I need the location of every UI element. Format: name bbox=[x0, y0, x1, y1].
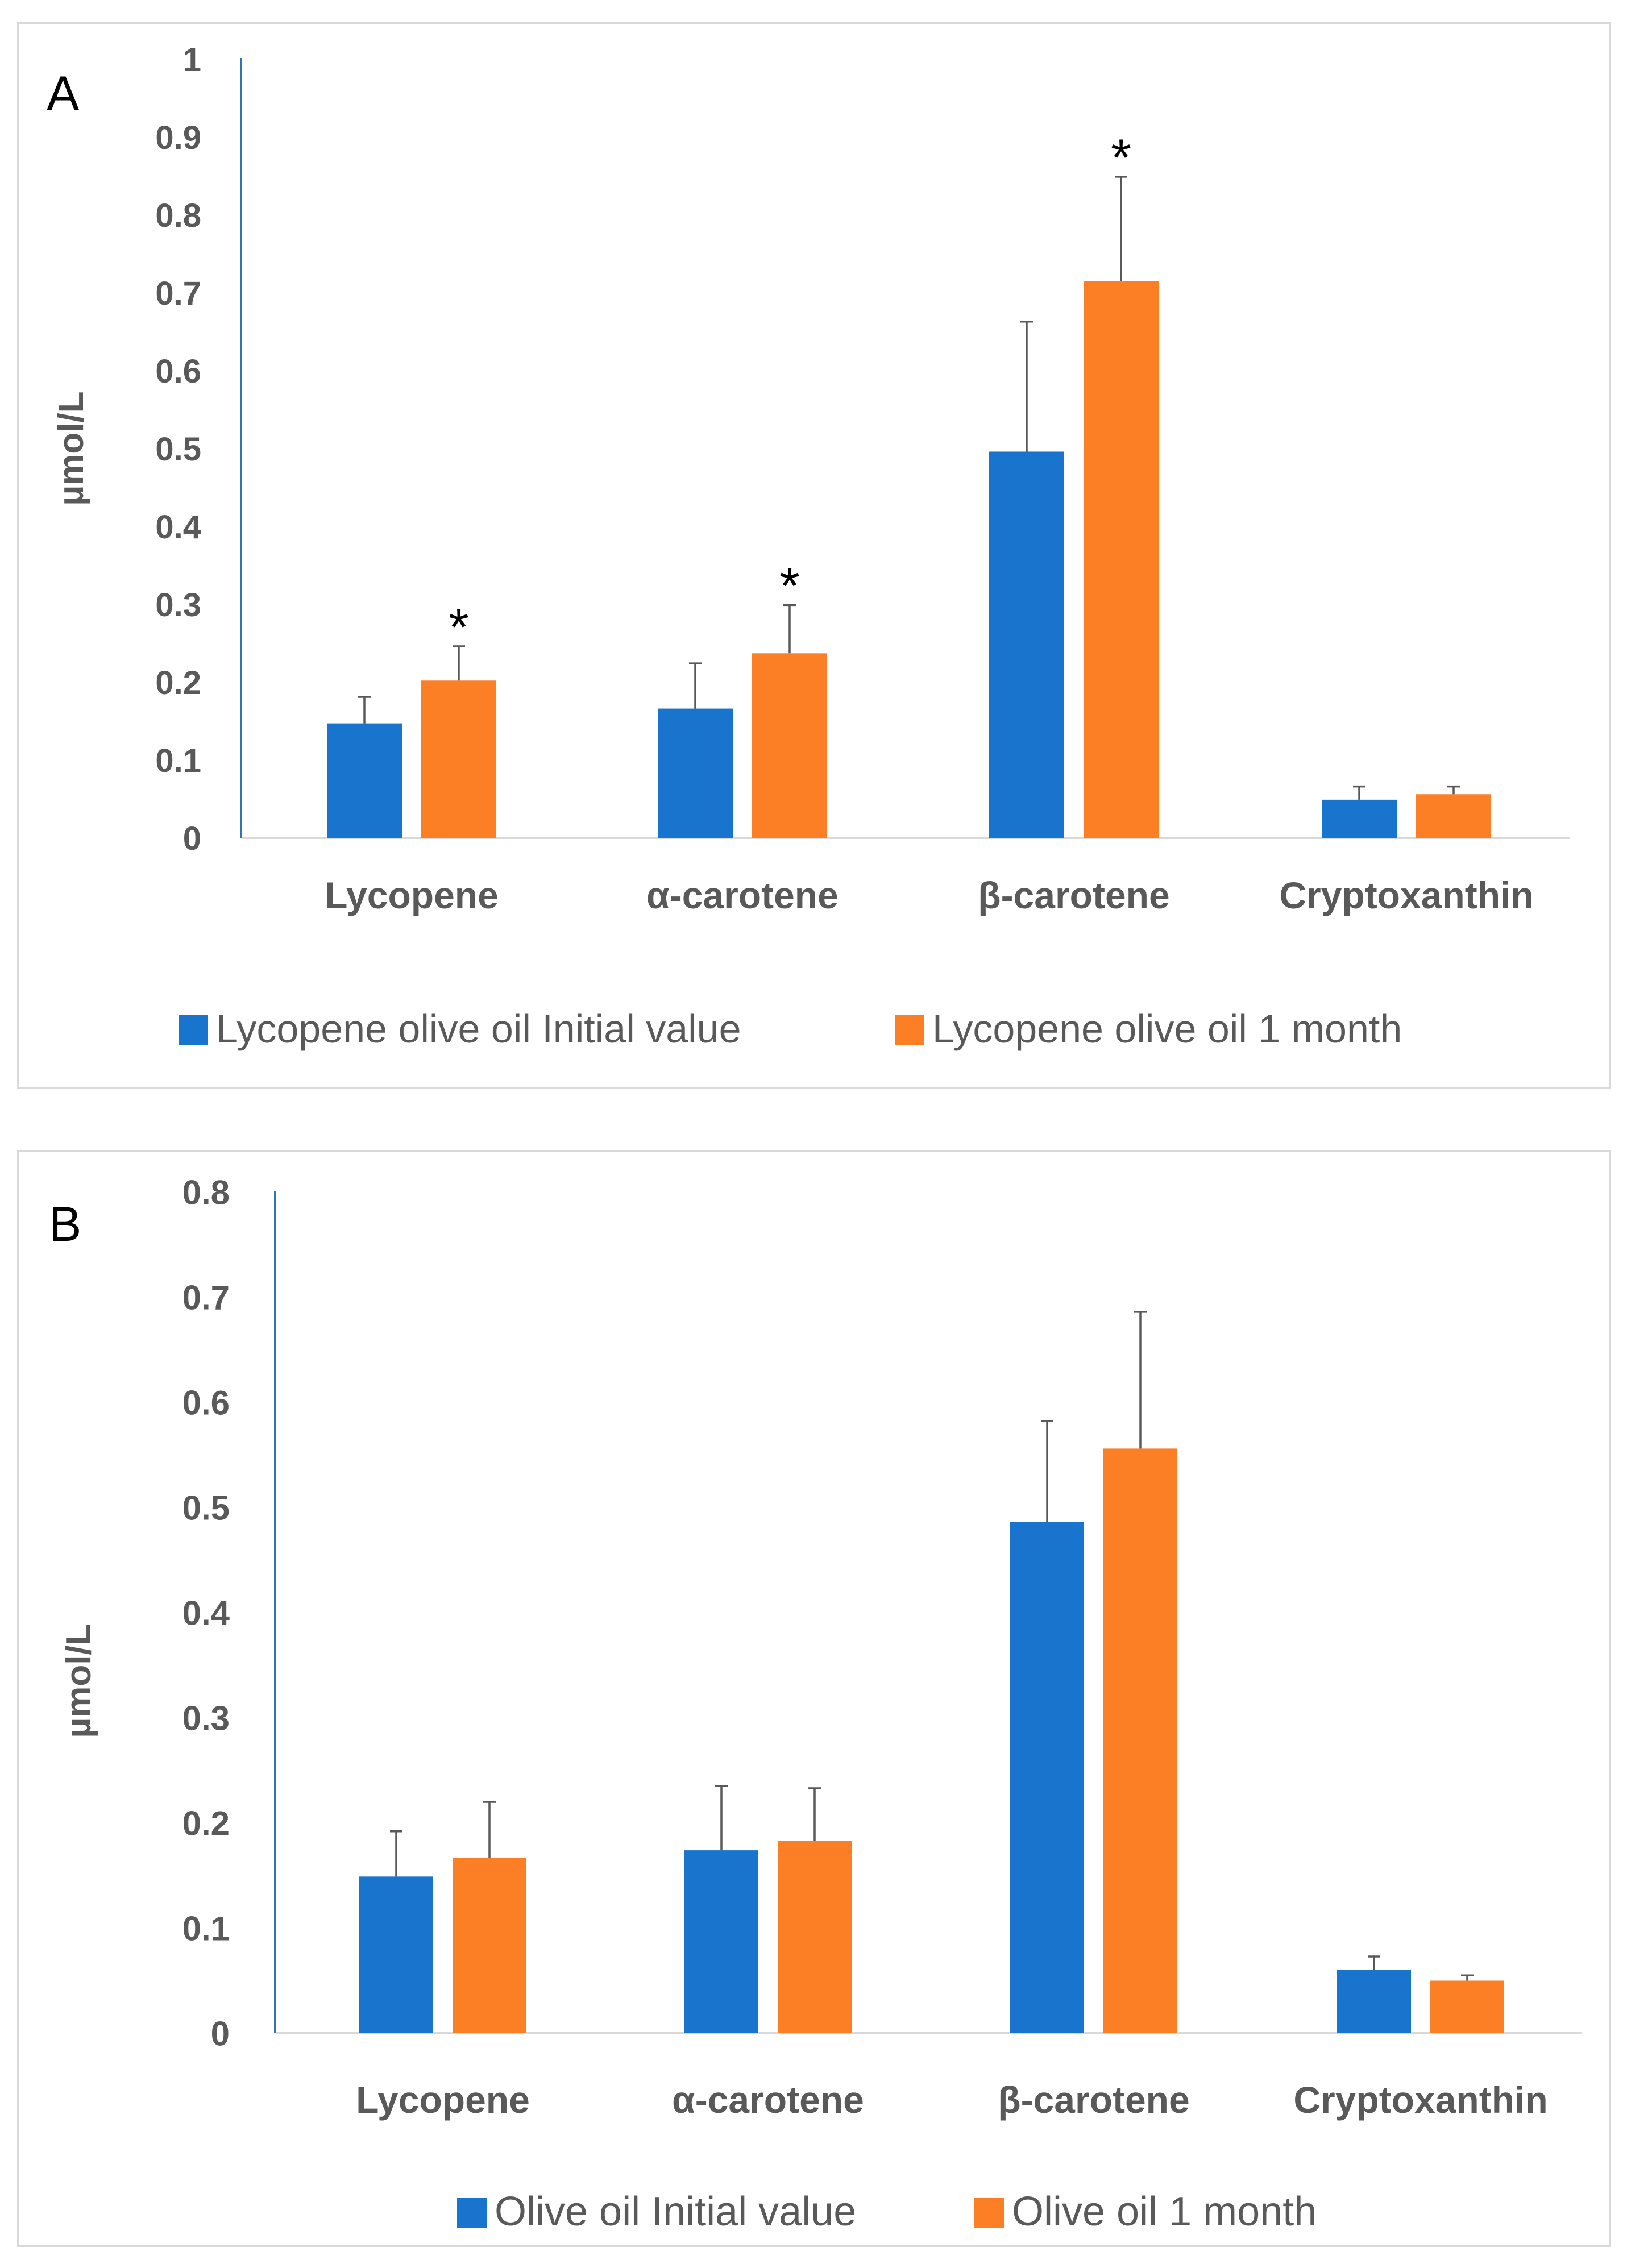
y-tick-label: 0.6 bbox=[182, 1384, 230, 1422]
y-tick-label: 0.8 bbox=[182, 1174, 230, 1212]
legend-swatch bbox=[179, 1015, 208, 1045]
y-tick-label: 0 bbox=[211, 2015, 230, 2053]
bar bbox=[1084, 281, 1159, 838]
y-tick-label: 1 bbox=[183, 41, 201, 78]
y-tick-label: 0.4 bbox=[182, 1594, 230, 1633]
category-label: α-carotene bbox=[672, 2079, 864, 2121]
category-label: Cryptoxanthin bbox=[1293, 2079, 1547, 2121]
y-tick-label: 0.3 bbox=[155, 587, 201, 624]
y-tick-label: 0.1 bbox=[155, 742, 201, 779]
significance-asterisk: * bbox=[1111, 129, 1131, 187]
y-tick-label: 0.5 bbox=[182, 1489, 230, 1527]
y-tick-label: 0.7 bbox=[182, 1279, 230, 1317]
category-label: Lycopene bbox=[356, 2079, 530, 2121]
bar bbox=[421, 680, 496, 838]
legend-label: Olive oil Initial value bbox=[495, 2189, 856, 2234]
bar bbox=[1322, 799, 1397, 838]
legend-swatch bbox=[895, 1015, 924, 1045]
y-tick-label: 0.6 bbox=[155, 353, 201, 390]
y-tick-label: 0.7 bbox=[155, 275, 201, 312]
category-label: β-carotene bbox=[998, 2079, 1189, 2121]
bar bbox=[453, 1858, 526, 2033]
legend-label: Olive oil 1 month bbox=[1012, 2189, 1317, 2234]
y-tick-label: 0.1 bbox=[182, 1910, 230, 1948]
bar bbox=[1416, 794, 1491, 838]
bar bbox=[684, 1850, 758, 2033]
category-label: α-carotene bbox=[646, 874, 839, 916]
bar bbox=[1430, 1980, 1504, 2033]
y-tick-label: 0.8 bbox=[155, 197, 201, 234]
bar bbox=[1010, 1522, 1084, 2033]
category-label: Lycopene bbox=[325, 874, 499, 916]
bar bbox=[989, 451, 1064, 838]
bar bbox=[1103, 1448, 1177, 2033]
legend-label: Lycopene olive oil Initial value bbox=[216, 1007, 741, 1051]
y-axis-title: µmol/L bbox=[59, 1623, 98, 1738]
legend-swatch bbox=[457, 2198, 487, 2228]
bar bbox=[778, 1841, 852, 2033]
bar bbox=[658, 708, 733, 838]
legend-label: Lycopene olive oil 1 month bbox=[932, 1007, 1402, 1051]
significance-asterisk: * bbox=[779, 557, 800, 615]
y-tick-label: 0.4 bbox=[155, 509, 201, 546]
bar bbox=[1337, 1970, 1411, 2033]
panel-letter: A bbox=[47, 67, 80, 121]
y-tick-label: 0.5 bbox=[155, 431, 201, 468]
bar bbox=[752, 653, 827, 838]
legend-swatch bbox=[974, 2198, 1004, 2228]
category-label: β-carotene bbox=[978, 874, 1169, 916]
y-axis-title: µmol/L bbox=[52, 391, 91, 505]
y-tick-label: 0.2 bbox=[155, 664, 201, 701]
bar bbox=[327, 723, 402, 838]
y-tick-label: 0.3 bbox=[182, 1700, 230, 1738]
category-label: Cryptoxanthin bbox=[1279, 874, 1533, 916]
bar bbox=[359, 1876, 433, 2033]
y-tick-label: 0 bbox=[183, 820, 201, 857]
panel-letter: B bbox=[49, 1197, 81, 1252]
y-tick-label: 0.2 bbox=[182, 1805, 230, 1843]
significance-asterisk: * bbox=[449, 599, 469, 657]
y-tick-label: 0.9 bbox=[155, 119, 201, 156]
